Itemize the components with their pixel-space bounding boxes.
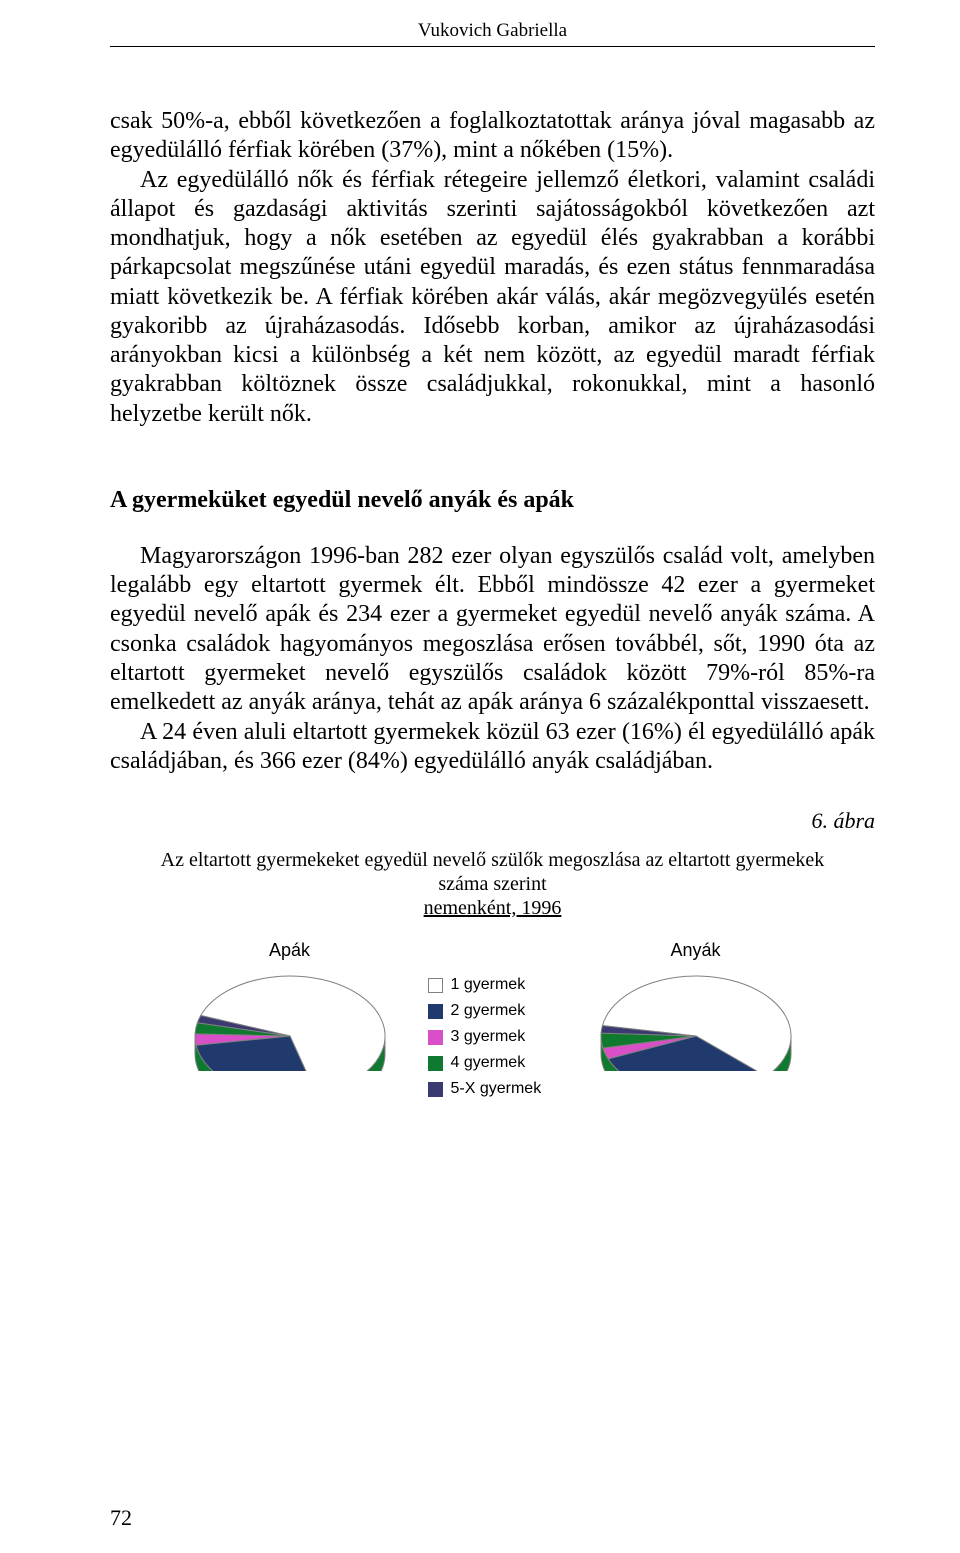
paragraph-3: Magyarországon 1996-ban 282 ezer olyan e… (110, 542, 875, 718)
paragraph-4: A 24 éven aluli eltartott gyermekek közü… (110, 718, 875, 777)
legend-row: 4 gyermek (428, 1054, 558, 1072)
legend-swatch (428, 1004, 443, 1019)
pie-block-apak: Apák (180, 940, 400, 1111)
pie-charts: Apák 1 gyermek 2 gyermek 3 gyermek 4 gyerme… (110, 940, 875, 1111)
legend-row: 2 gyermek (428, 1002, 558, 1020)
legend-swatch (428, 1030, 443, 1045)
body-text-block-2: Magyarországon 1996-ban 282 ezer olyan e… (110, 542, 875, 776)
legend-label: 4 gyermek (451, 1054, 526, 1072)
pie-title-anyak: Anyák (670, 940, 720, 961)
header-rule (110, 46, 875, 47)
page: Vukovich Gabriella csak 50%-a, ebből köv… (0, 0, 960, 1553)
pie-svg-apak (185, 971, 395, 1111)
pie-block-anyak: Anyák (586, 940, 806, 1111)
legend-row: 3 gyermek (428, 1028, 558, 1046)
figure-caption: Az eltartott gyermekeket egyedül nevelő … (141, 848, 845, 920)
figure-caption-line2: nemenként, 1996 (424, 897, 562, 919)
paragraph-2: Az egyedülálló nők és férfiak rétegeire … (110, 166, 875, 429)
section-title: A gyermeküket egyedül nevelő anyák és ap… (110, 487, 875, 514)
page-number: 72 (110, 1505, 132, 1531)
running-head: Vukovich Gabriella (110, 20, 875, 42)
pie-svg-anyak (591, 971, 801, 1111)
legend-row: 5-X gyermek (428, 1080, 558, 1098)
pie-legend: 1 gyermek 2 gyermek 3 gyermek 4 gyermek 5-X … (428, 976, 558, 1098)
figure-caption-line1: Az eltartott gyermekeket egyedül nevelő … (161, 849, 825, 895)
legend-row: 1 gyermek (428, 976, 558, 994)
figure-label: 6. ábra (110, 808, 875, 834)
legend-swatch (428, 978, 443, 993)
paragraph-1: csak 50%-a, ebből következően a foglalko… (110, 107, 875, 166)
pie-title-apak: Apák (269, 940, 310, 961)
body-text-block-1: csak 50%-a, ebből következően a foglalko… (110, 107, 875, 429)
legend-label: 3 gyermek (451, 1028, 526, 1046)
legend-label: 1 gyermek (451, 976, 526, 994)
legend-swatch (428, 1056, 443, 1071)
legend-label: 5-X gyermek (451, 1080, 542, 1098)
legend-swatch (428, 1082, 443, 1097)
legend-label: 2 gyermek (451, 1002, 526, 1020)
